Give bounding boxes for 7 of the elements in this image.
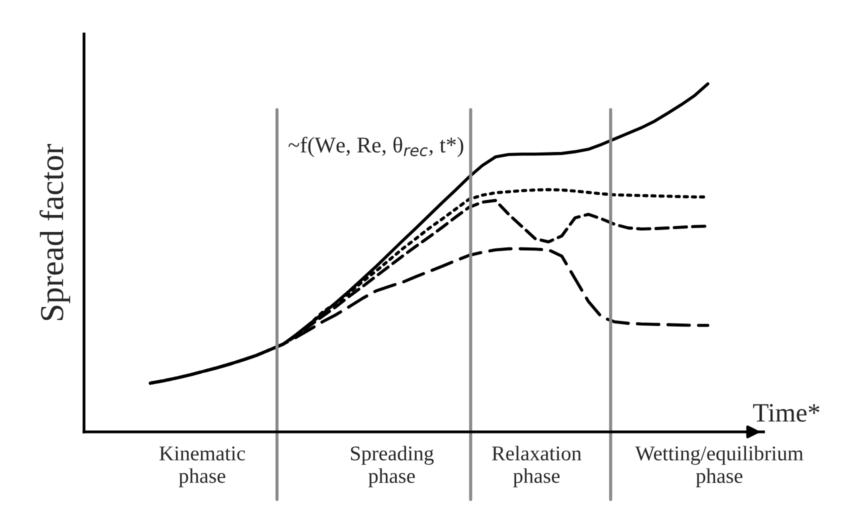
annotation: ~f(We, Re, θ$_{rec}$, t*) [288,136,464,158]
text: Wetting/equilibrium phase [635,446,804,488]
x-axis-title: Time* [753,404,820,422]
y-axis-title: Spread factor [40,144,70,320]
text: Spreading phase [351,446,434,488]
text: Relaxation phase [492,446,582,488]
text: Kinematic phase [159,446,245,488]
